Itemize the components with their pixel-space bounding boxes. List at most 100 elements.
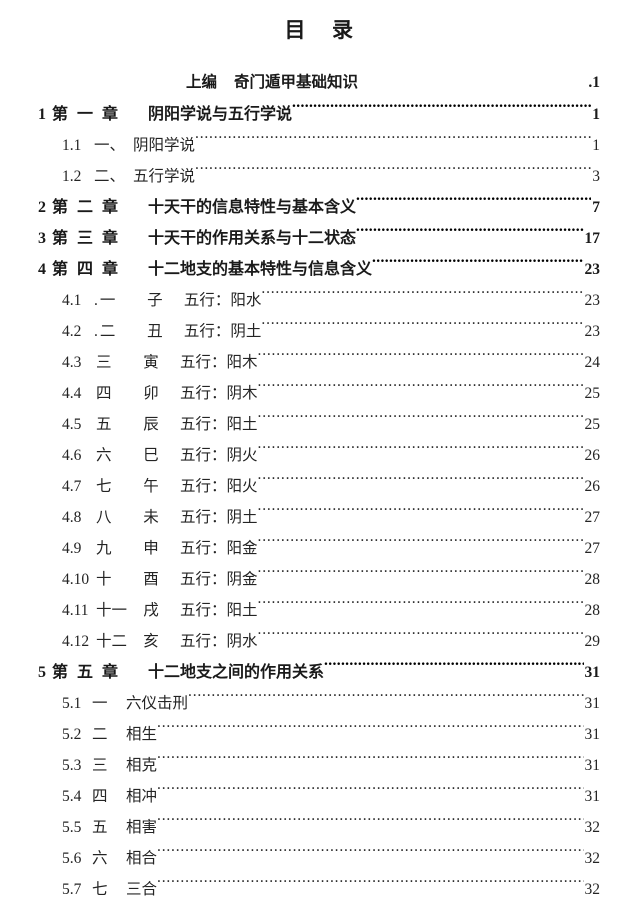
- toc-section-title: 五行：阳土: [180, 416, 258, 434]
- toc-section-title: 五行：阳火: [180, 478, 258, 496]
- toc-chapter-zhang: 章: [102, 230, 119, 248]
- toc-section-entry[interactable]: 4.11 十一戌 五行：阳土 28: [38, 595, 600, 626]
- dot-leader: [258, 507, 584, 523]
- toc-section-index: 5.3: [62, 757, 82, 775]
- toc-chapter-title: 阴阳学说与五行学说: [148, 106, 293, 124]
- toc-section-entry[interactable]: 1.2 二、五行学说 3: [38, 161, 600, 192]
- toc-section-index: 4.5: [62, 416, 82, 434]
- toc-section-label: 4.3 三 寅 五行：阳木: [38, 347, 258, 378]
- toc-section-entry[interactable]: 4.12 十二亥 五行：阴水 29: [38, 626, 600, 657]
- dot-leader: [258, 414, 584, 430]
- toc-section-title: 五行：阳金: [180, 540, 258, 558]
- toc-section-label: 1.1 一、 阴阳学说: [38, 130, 195, 161]
- toc-section-label: 4.9 九 申 五行：阳金: [38, 533, 258, 564]
- toc-chapter-number: 1: [38, 106, 46, 124]
- dot-leader: [258, 569, 584, 585]
- toc-section-label: 4.8 八 未 五行：阴土: [38, 502, 258, 533]
- toc-section-entry[interactable]: 5.5 五相害 32: [38, 812, 600, 843]
- toc-chapter-number: 3: [38, 230, 46, 248]
- toc-page-number: 31: [584, 726, 601, 744]
- toc-section-entry[interactable]: 4.2.二 丑 五行：阴土 23: [38, 316, 600, 347]
- toc-section-label: 4.7 七 午 五行：阳火: [38, 471, 258, 502]
- toc-chapter-label: 4 第四章 十二地支的基本特性与信息含义: [38, 254, 372, 285]
- toc-part-name: 奇门遁甲基础知识: [234, 74, 359, 92]
- toc-page-number: 25: [584, 385, 601, 403]
- toc-section-title: 五行：阴土: [180, 509, 258, 527]
- toc-section-branch: 辰: [143, 416, 159, 434]
- toc-section-entry[interactable]: 4.5 五 辰 五行：阳土 25: [38, 409, 600, 440]
- toc-part-page-number: .1: [588, 74, 600, 92]
- toc-chapter-di: 第: [52, 664, 69, 682]
- toc-section-ordinal: 七: [96, 478, 112, 496]
- toc-section-index: 4.11: [62, 602, 89, 620]
- toc-chapter-number: 5: [38, 664, 46, 682]
- toc-section-branch: 子: [147, 292, 163, 310]
- toc-section-index: 4.2: [62, 323, 82, 341]
- toc-section-index: 5.4: [62, 788, 82, 806]
- toc-chapter-di: 第: [52, 261, 69, 279]
- toc-section-title: 五行学说: [133, 168, 196, 186]
- toc-section-entry[interactable]: 5.7 七三合 32: [38, 874, 600, 905]
- toc-section-ordinal: 六: [92, 850, 108, 868]
- toc-section-index: 5.5: [62, 819, 82, 837]
- toc-section-label: 5.4 四相冲: [38, 781, 157, 812]
- dot-leader: [358, 72, 587, 88]
- toc-page-number: 1: [592, 137, 600, 155]
- toc-section-index: 4.6: [62, 447, 82, 465]
- toc-section-label: 4.6 六 巳 五行：阴火: [38, 440, 258, 471]
- toc-section-branch: 午: [143, 478, 159, 496]
- dot-leader: [195, 166, 591, 182]
- toc-chapter-ordinal: 三: [77, 230, 94, 248]
- toc-section-entry[interactable]: 4.8 八 未 五行：阴土 27: [38, 502, 600, 533]
- toc-section-entry[interactable]: 4.3 三 寅 五行：阳木 24: [38, 347, 600, 378]
- toc-section-entry[interactable]: 4.9 九 申 五行：阳金 27: [38, 533, 600, 564]
- toc-page-number: 26: [584, 447, 601, 465]
- toc-section-title: 阴阳学说: [133, 137, 196, 155]
- dot-leader: [261, 290, 583, 306]
- toc-page-number: 17: [584, 230, 601, 248]
- toc-section-ordinal: 十: [96, 571, 112, 589]
- toc-section-ordinal: 四: [92, 788, 108, 806]
- dot-leader: [157, 724, 583, 740]
- toc-section-entry[interactable]: 5.3 三相克 31: [38, 750, 600, 781]
- toc-section-entry[interactable]: 5.6 六相合 32: [38, 843, 600, 874]
- toc-section-entry[interactable]: 5.4 四相冲 31: [38, 781, 600, 812]
- toc-section-label: 5.5 五相害: [38, 812, 157, 843]
- toc-section-label: 1.2 二、 五行学说: [38, 161, 195, 192]
- toc-page-number: 31: [584, 664, 601, 682]
- toc-section-entry[interactable]: 4.7 七 午 五行：阳火 26: [38, 471, 600, 502]
- toc-page-number: 24: [584, 354, 601, 372]
- toc-part-header[interactable]: 上编 奇门遁甲基础知识 .1: [38, 67, 600, 99]
- toc-chapter-label: 2 第二章 十天干的信息特性与基本含义: [38, 192, 356, 223]
- dot-leader: [258, 352, 584, 368]
- page-title-char-1: 目: [284, 18, 306, 42]
- toc-page-number: 27: [584, 509, 601, 527]
- toc-section-index: 4.3: [62, 354, 82, 372]
- toc-section-branch: 未: [143, 509, 159, 527]
- toc-section-entry[interactable]: 1.1 一、阴阳学说 1: [38, 130, 600, 161]
- toc-part-prefix: 上编: [186, 74, 218, 92]
- toc-section-ordinal: 十二: [96, 633, 128, 651]
- toc-section-entry[interactable]: 4.1.一 子 五行：阳水 23: [38, 285, 600, 316]
- page-title-char-2: 录: [332, 18, 354, 42]
- toc-section-title: 相冲: [126, 788, 158, 806]
- toc-section-entry[interactable]: 4.10 十 酉 五行：阴金 28: [38, 564, 600, 595]
- toc-page-number: 28: [584, 571, 601, 589]
- dot-leader: [258, 383, 584, 399]
- toc-section-title: 相克: [126, 757, 158, 775]
- toc-section-title: 五行：阳木: [180, 354, 258, 372]
- toc-page-number: 31: [584, 695, 601, 713]
- toc-chapter-entry[interactable]: 1第一章阴阳学说与五行学说1: [38, 99, 600, 130]
- toc-section-ordinal: 十一: [96, 602, 128, 620]
- toc-section-entry[interactable]: 4.6 六 巳 五行：阴火 26: [38, 440, 600, 471]
- toc-page-number: 7: [592, 199, 600, 217]
- toc-chapter-label: 1 第一章 阴阳学说与五行学说: [38, 99, 292, 130]
- toc-section-entry[interactable]: 4.4 四 卯 五行：阴木 25: [38, 378, 600, 409]
- toc-section-entry[interactable]: 5.2 二相生 31: [38, 719, 600, 750]
